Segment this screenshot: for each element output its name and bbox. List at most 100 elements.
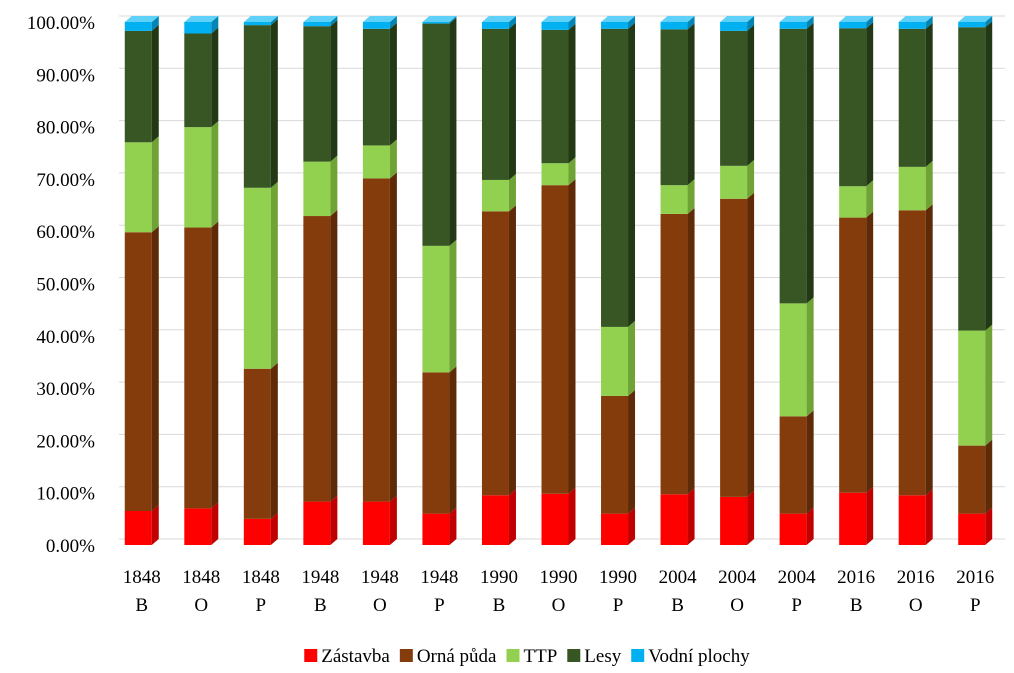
x-tick-label-year: 2016 [956,567,994,588]
bar-segment-ttp [898,160,933,211]
legend: Zástavba Orná půda TTP Lesy Vodní plochy [304,646,750,667]
bar-segment-lesy [184,27,219,128]
bar-segment-vodní-plochy [898,16,933,29]
bar-segment-orná-půda [362,172,397,502]
x-tick-label-type: O [373,595,387,616]
bar-stack [898,16,933,545]
bar-stack [839,16,874,545]
bar-segment-zástavba [124,505,159,545]
bar-segment-orná-půda [958,439,993,514]
bar-segment-ttp [660,179,695,214]
bar-stack [362,16,397,545]
x-tick-label-type: P [970,595,981,616]
bar-segment-lesy [660,23,695,186]
bar-segment-ttp [243,181,278,369]
x-tick-label-type: B [671,595,684,616]
bar-segment-orná-půda [898,204,933,496]
bar-segment-lesy [243,19,278,188]
x-tick-label-type: O [730,595,744,616]
x-tick-label-year: 2004 [718,567,757,588]
x-tick-label-type: B [135,595,148,616]
y-tick-label: 0.00% [46,536,95,557]
bar-segment-orná-půda [481,205,516,496]
bar-stack [481,16,516,545]
x-tick-label-type: O [552,595,566,616]
bar-segment-orná-půda [303,210,338,502]
bar-segment-vodní-plochy [541,16,576,30]
bar-segment-ttp [124,136,159,233]
bar-stack [958,16,993,545]
bar-segment-vodní-plochy [720,16,755,31]
x-tick-label-type: O [194,595,208,616]
bar-segment-orná-půda [184,221,219,509]
bar-segment-zástavba [184,502,219,545]
bar-segment-zástavba [303,495,338,545]
bar-stack [422,16,457,545]
x-tick-label-year: 1990 [540,567,578,588]
x-tick-label-type: P [791,595,802,616]
y-axis: 0.00% 10.00% 20.00% 30.00% 40.00% 50.00% 60.00… [27,13,95,557]
bar-segment-ttp [481,173,516,212]
bar-segment-lesy [958,21,993,331]
x-axis: 1848 B 1848 O 1848 P 1948 B 1948 O 1948 P 1990 B 1990 O… [123,567,994,616]
bar-segment-zástavba [541,487,576,545]
x-tick-label-type: B [493,595,506,616]
x-tick-label-year: 2004 [659,567,698,588]
bar-segment-orná-půda [839,211,874,493]
bar-segment-orná-půda [660,207,695,495]
bar-segment-ttp [720,159,755,199]
bar-segment-ttp [958,324,993,446]
bar-stack [601,16,636,545]
bar-segment-vodní-plochy [303,16,338,27]
legend-label: Lesy [584,646,621,667]
bar-segment-lesy [779,22,814,304]
x-tick-label-type: O [909,595,923,616]
x-tick-label-type: B [850,595,863,616]
x-tick-label-year: 2016 [897,567,935,588]
bar-stack [303,16,338,545]
bar-segment-ttp [779,297,814,417]
bar-segment-orná-půda [779,410,814,514]
bar-segment-zástavba [779,507,814,545]
bar-stack [184,16,219,545]
bar-stack [124,16,159,545]
bar-segment-vodní-plochy [660,16,695,30]
y-tick-label: 10.00% [36,484,95,505]
bar-segment-lesy [124,24,159,143]
bar-segment-ttp [839,180,874,218]
y-tick-label: 100.00% [27,13,95,34]
bar-segment-orná-půda [124,226,159,512]
bar-stack [720,16,755,545]
x-tick-label-year: 1848 [123,567,161,588]
legend-label: Orná půda [417,646,497,667]
bar-segment-vodní-plochy [243,16,278,26]
bar-segment-zástavba [898,489,933,545]
x-tick-label-year: 1848 [182,567,220,588]
bar-segment-ttp [422,239,457,373]
bar-segment-zástavba [362,495,397,545]
bar-segment-lesy [481,22,516,180]
bar-stack [541,16,576,545]
bar-segment-lesy [720,24,755,166]
bar-segment-ttp [601,320,636,396]
x-tick-label-year: 1948 [301,567,339,588]
bar-segment-lesy [601,22,636,327]
bar-segment-orná-půda [541,179,576,494]
legend-item: TTP [506,646,557,667]
bar-segment-zástavba [601,507,636,545]
x-tick-label-type: B [314,595,327,616]
bar-segment-zástavba [422,507,457,545]
bar-segment-lesy [362,22,397,146]
legend-swatch [567,649,581,662]
y-tick-label: 80.00% [36,118,95,139]
bar-segment-lesy [422,17,457,246]
bar-segment-vodní-plochy [601,16,636,29]
y-tick-label: 50.00% [36,275,95,296]
bar-segment-orná-půda [243,362,278,519]
bar-segment-zástavba [243,512,278,545]
bar-segment-lesy [898,22,933,167]
y-tick-label: 20.00% [36,431,95,452]
bar-segment-vodní-plochy [184,16,219,34]
x-tick-label-type: P [434,595,445,616]
